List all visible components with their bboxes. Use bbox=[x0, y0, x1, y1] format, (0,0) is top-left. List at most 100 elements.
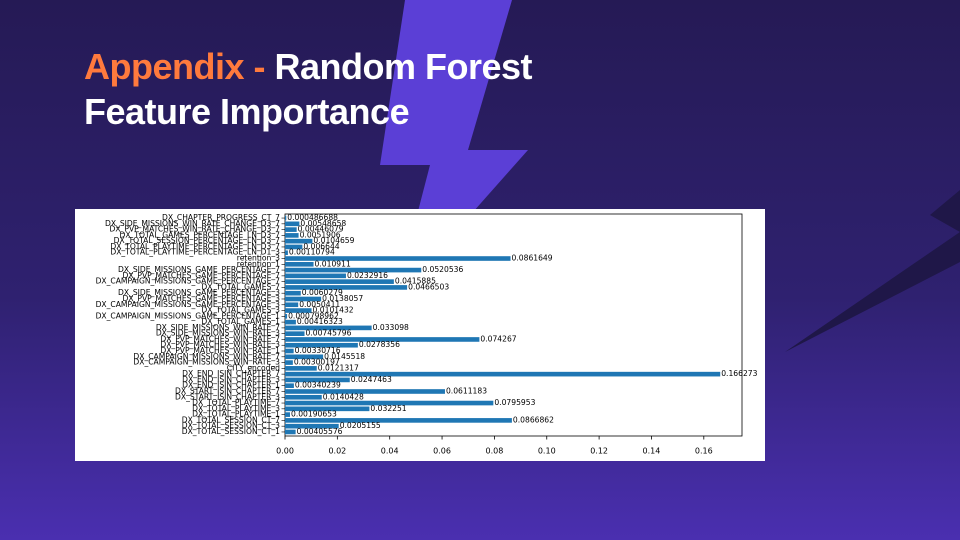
y-tick-label: DX_CAMPAIGN_MISSIONS_GAME_PERCENTAGE_1 bbox=[96, 311, 281, 320]
data-label: 0.000486688 bbox=[287, 213, 338, 222]
data-label: 0.00446079 bbox=[298, 225, 344, 234]
bar bbox=[285, 429, 296, 435]
y-tick-label: DX_TOTAL_SESSION_CT_3 bbox=[182, 421, 280, 430]
zigzag-shape bbox=[785, 190, 960, 352]
y-tick-label: DX_TOTAL_PLAYTIME_1 bbox=[192, 410, 280, 419]
x-tick-label: 0.14 bbox=[643, 447, 661, 456]
bar bbox=[285, 383, 294, 389]
title-line2: Feature Importance bbox=[84, 91, 410, 132]
data-label: 0.0232916 bbox=[347, 271, 388, 280]
y-tick-label: DX_PVP_MATCHES_WIN_RATE_CHANGE_D3_7 bbox=[110, 225, 281, 234]
y-tick-label: DX_TOTAL_GAMES_3 bbox=[201, 306, 280, 315]
y-tick-label: DX_SIDE_MISSIONS_WIN_RATE_3 bbox=[156, 329, 280, 338]
data-label: 0.0050411 bbox=[299, 300, 340, 309]
bar bbox=[285, 244, 303, 250]
y-tick-label: DX_PVP_MATCHES_WIN_RATE_1 bbox=[160, 346, 280, 355]
data-label: 0.0101432 bbox=[313, 306, 354, 315]
bar bbox=[285, 314, 288, 319]
y-tick-label: DX_TOTAL_PLAYTIME_7 bbox=[192, 398, 280, 407]
data-label: 0.0060279 bbox=[302, 288, 343, 297]
data-label: 0.0121317 bbox=[318, 363, 359, 372]
data-label: 0.006644 bbox=[303, 242, 339, 251]
bar bbox=[285, 256, 511, 261]
y-tick-label: DX_END_ISIN_CHAPTER_1 bbox=[182, 381, 280, 390]
data-label: 0.0520536 bbox=[422, 265, 463, 274]
bar bbox=[285, 418, 512, 423]
title-accent: Appendix - bbox=[84, 46, 266, 87]
y-tick-label: retention_1 bbox=[237, 259, 280, 268]
data-label: 0.032251 bbox=[370, 404, 406, 413]
bar bbox=[285, 377, 350, 383]
plot-frame bbox=[284, 213, 743, 437]
data-label: 0.166273 bbox=[721, 369, 757, 378]
y-tick-label: DX_SIDE_MISSIONS_GAME_PERCENTAGE_3 bbox=[118, 288, 280, 297]
bar bbox=[285, 406, 370, 412]
y-tick-label: DX_END_ISIN_CHAPTER_3 bbox=[182, 375, 280, 384]
bar bbox=[285, 366, 317, 371]
data-label: 0.074267 bbox=[480, 334, 516, 343]
y-tick-label: DX_PVP_MATCHES_WIN_RATE_3 bbox=[160, 340, 280, 349]
bar bbox=[285, 325, 372, 331]
data-label: 0.00190653 bbox=[291, 410, 337, 419]
data-label: 0.0795953 bbox=[494, 398, 535, 407]
data-label: 0.0611183 bbox=[446, 386, 487, 395]
x-tick-label: 0.02 bbox=[328, 447, 346, 456]
data-label: 0.0466503 bbox=[408, 282, 449, 291]
bar bbox=[285, 238, 313, 244]
y-tick-label: DX_START_ISIN_CHAPTER_7 bbox=[175, 386, 280, 395]
bar bbox=[285, 412, 290, 417]
y-tick-label: DX_PVP_MATCHES_GAME_PERCENTAGE_7 bbox=[123, 271, 281, 280]
data-label: 0.00340239 bbox=[295, 381, 341, 390]
y-tick-label: DX_TOTAL_GAMES_PERCENTAGE_LN_D3_7 bbox=[120, 230, 281, 239]
data-label: 0.0415885 bbox=[395, 277, 436, 286]
bar bbox=[285, 360, 293, 365]
bar bbox=[285, 319, 296, 325]
data-label: 0.0247463 bbox=[351, 375, 392, 384]
bar bbox=[285, 302, 299, 308]
x-tick-label: 0.12 bbox=[590, 447, 608, 456]
bar bbox=[285, 331, 305, 336]
y-tick-label: DX_END_ISIN_CHAPTER_7 bbox=[182, 369, 280, 378]
bar bbox=[285, 267, 422, 273]
y-tick-label: DX_SIDE_MISSIONS_WIN_RATE_CHANGE_D3_7 bbox=[105, 219, 280, 228]
data-label: 0.00416323 bbox=[297, 317, 343, 326]
y-tick-label: retention_3 bbox=[237, 254, 280, 263]
x-tick-label: 0.08 bbox=[485, 447, 503, 456]
data-label: 0.00330716 bbox=[295, 346, 341, 355]
bar bbox=[285, 337, 480, 342]
y-tick-label: DX_CAMPAIGN_MISSIONS_GAME_PERCENTAGE_7 bbox=[96, 277, 281, 286]
data-label: 0.0140428 bbox=[323, 392, 364, 401]
y-tick-label: DX_PVP_MATCHES_WIN_RATE_7 bbox=[160, 334, 280, 343]
y-tick-label: DX_PVP_MATCHES_GAME_PERCENTAGE_3 bbox=[123, 294, 281, 303]
bar bbox=[285, 273, 346, 279]
data-label: 0.0866862 bbox=[513, 415, 554, 424]
bar bbox=[285, 227, 297, 232]
bar bbox=[285, 371, 721, 377]
x-tick-label: 0.16 bbox=[695, 447, 713, 456]
y-tick-label: DX_TOTAL_GAMES_1 bbox=[201, 317, 280, 326]
data-label: 0.0205155 bbox=[340, 421, 381, 430]
title-rest: Random Forest bbox=[274, 46, 533, 87]
data-label: 0.0278356 bbox=[359, 340, 400, 349]
y-tick-label: DX_TOTAL_GAMES_7 bbox=[201, 282, 280, 291]
y-tick-label: DX_TOTAL_PLAYTIME_3 bbox=[192, 404, 280, 413]
data-label: 0.00548658 bbox=[300, 219, 346, 228]
y-tick-label: DX_CHAPTER_PROGRESS_CT_7 bbox=[162, 213, 280, 222]
y-tick-label: DX_CAMPAIGN_MISSIONS_GAME_PERCENTAGE_3 bbox=[96, 300, 281, 309]
y-tick-label: DX_CAMPAIGN_MISSIONS_WIN_RATE_7 bbox=[133, 352, 280, 361]
bar bbox=[285, 400, 494, 406]
x-tick-label: 0.06 bbox=[433, 447, 451, 456]
data-label: 0.0861649 bbox=[512, 254, 553, 263]
bar bbox=[285, 290, 301, 296]
bar bbox=[285, 285, 408, 290]
y-tick-label: CITY_encoded bbox=[227, 363, 280, 372]
y-tick-label: DX_TOTAL_PLAYTIME_PERCENTAGE_LN_D1_3 bbox=[110, 248, 280, 257]
bar bbox=[285, 233, 299, 238]
y-tick-label: DX_SIDE_MISSIONS_GAME_PERCENTAGE_7 bbox=[118, 265, 280, 274]
x-tick-label: 0.00 bbox=[276, 447, 294, 456]
bar bbox=[285, 348, 294, 354]
data-label: 0.00110794 bbox=[289, 248, 335, 257]
data-label: 0.000798962 bbox=[288, 311, 339, 320]
data-label: 0.00745796 bbox=[306, 329, 352, 338]
